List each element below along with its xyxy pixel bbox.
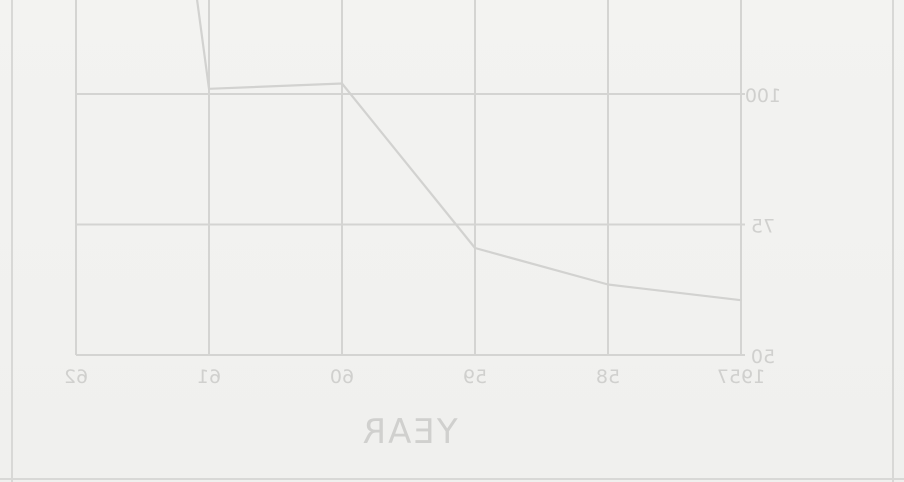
x-axis-title: YEAR	[360, 412, 458, 452]
grid-layer	[75, 0, 745, 356]
x-tick-label-5: 62	[64, 366, 88, 388]
y-tick-label-1: 75	[751, 215, 775, 237]
data-point-0-0	[740, 299, 742, 301]
x-tick-label-2: 59	[463, 366, 487, 388]
data-point-0-2	[474, 247, 476, 249]
y-tick-label-0: 50	[751, 346, 775, 368]
series-line-0	[195, 0, 742, 302]
data-point-0-1	[607, 283, 609, 286]
x-tick-label-3: 60	[330, 366, 354, 388]
label-layer: 1957 58 59 60 61 62 50 75 100	[64, 85, 781, 388]
x-tick-label-0: 1957	[717, 366, 765, 388]
series-layer	[195, 0, 742, 302]
y-tick-label-2: 100	[745, 85, 781, 107]
data-point-0-3	[341, 82, 343, 85]
x-tick-label-4: 61	[197, 366, 221, 388]
data-point-0-4	[208, 87, 210, 90]
x-tick-label-1: 58	[596, 366, 620, 388]
